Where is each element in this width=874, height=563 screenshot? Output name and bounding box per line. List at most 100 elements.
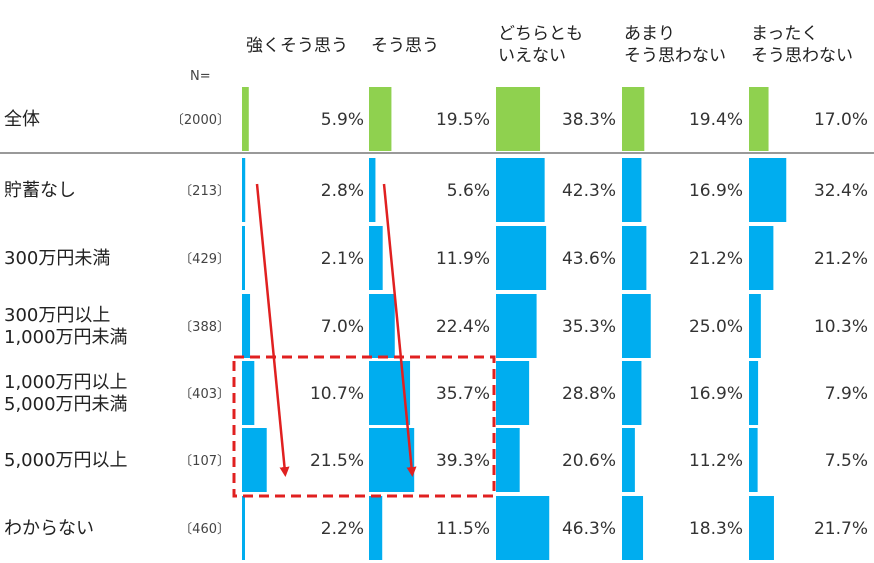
value-label-1-1: 5.6%: [447, 181, 490, 201]
chart-row-2: 300万円未満 〔429〕 2.1% 11.9% 43.6% 21.2% 21.2%: [4, 226, 868, 290]
highlight-box: [232, 355, 496, 498]
row-n-count: 〔213〕: [179, 184, 230, 199]
row-label: 1,000万円以上: [4, 372, 128, 393]
bar-1-3: [622, 158, 642, 222]
row-label: 300万円未満: [4, 248, 110, 269]
chart-row-5: 5,000万円以上 〔107〕 21.5% 39.3% 20.6% 11.2% 7.5%: [4, 428, 868, 492]
value-label-6-2: 46.3%: [562, 519, 616, 539]
row-label: 1,000万円未満: [4, 327, 128, 348]
bar-1-0: [242, 158, 246, 222]
value-label-4-2: 28.8%: [562, 384, 616, 404]
bar-4-0: [242, 361, 255, 425]
bar-1-2: [496, 158, 545, 222]
bar-2-0: [242, 226, 245, 290]
series-header-4: そう思わない: [751, 46, 853, 66]
series-header-3: そう思わない: [624, 46, 726, 66]
chart-row-1: 貯蓄なし 〔213〕 2.8% 5.6% 42.3% 16.9% 32.4%: [4, 158, 868, 222]
bar-2-1: [369, 226, 383, 290]
bar-3-3: [622, 294, 651, 358]
value-label-1-4: 32.4%: [814, 181, 868, 201]
row-label: 貯蓄なし: [4, 180, 76, 201]
chart-rows: 全体 〔2000〕 5.9% 19.5% 38.3% 19.4% 17.0% 貯蓄なし 〔213…: [4, 87, 868, 560]
value-label-6-1: 11.5%: [436, 519, 490, 539]
bar-5-1: [369, 428, 415, 492]
bar-1-1: [369, 158, 376, 222]
value-label-3-1: 22.4%: [436, 317, 490, 337]
row-n-count: 〔403〕: [179, 387, 230, 402]
row-n-count: 〔429〕: [179, 252, 230, 267]
value-label-5-3: 11.2%: [689, 451, 743, 471]
bar-0-3: [622, 87, 645, 151]
bar-4-4: [749, 361, 759, 425]
chart-row-6: わからない 〔460〕 2.2% 11.5% 46.3% 18.3% 21.7%: [4, 496, 868, 560]
row-n-count: 〔2000〕: [171, 113, 230, 128]
bar-5-4: [749, 428, 758, 492]
bar-5-3: [622, 428, 635, 492]
highlight-overlay: [232, 183, 496, 498]
value-label-4-3: 16.9%: [689, 384, 743, 404]
bar-3-0: [242, 294, 251, 358]
row-label: 全体: [4, 109, 40, 130]
value-label-1-3: 16.9%: [689, 181, 743, 201]
value-label-1-0: 2.8%: [321, 181, 364, 201]
series-header-0: 強くそう思う: [246, 36, 348, 56]
value-label-6-3: 18.3%: [689, 519, 743, 539]
value-label-3-3: 25.0%: [689, 317, 743, 337]
row-label: 5,000万円未満: [4, 394, 128, 415]
chart-row-0: 全体 〔2000〕 5.9% 19.5% 38.3% 19.4% 17.0%: [4, 87, 868, 151]
value-label-2-0: 2.1%: [321, 249, 364, 269]
value-label-2-3: 21.2%: [689, 249, 743, 269]
value-label-1-2: 42.3%: [562, 181, 616, 201]
bar-4-3: [622, 361, 642, 425]
bar-5-0: [242, 428, 267, 492]
bar-5-2: [496, 428, 520, 492]
row-label: わからない: [4, 518, 94, 539]
bar-6-3: [622, 496, 644, 560]
value-label-0-4: 17.0%: [814, 110, 868, 130]
bar-0-1: [369, 87, 392, 151]
bar-0-4: [749, 87, 769, 151]
bar-2-4: [749, 226, 774, 290]
series-header-4: まったく: [751, 24, 818, 44]
row-label: 300万円以上: [4, 305, 110, 326]
row-n-count: 〔107〕: [179, 454, 230, 469]
n-label: N=: [190, 69, 211, 84]
value-label-2-1: 11.9%: [436, 249, 490, 269]
value-label-2-2: 43.6%: [562, 249, 616, 269]
bar-3-4: [749, 294, 761, 358]
series-header-2: どちらとも: [498, 24, 583, 44]
value-label-3-4: 10.3%: [814, 317, 868, 337]
value-label-6-0: 2.2%: [321, 519, 364, 539]
bar-4-2: [496, 361, 530, 425]
value-label-5-4: 7.5%: [825, 451, 868, 471]
series-header-3: あまり: [624, 24, 675, 44]
value-label-4-1: 35.7%: [436, 384, 490, 404]
value-label-0-3: 19.4%: [689, 110, 743, 130]
value-label-0-0: 5.9%: [321, 110, 364, 130]
value-label-0-1: 19.5%: [436, 110, 490, 130]
value-label-3-0: 7.0%: [321, 317, 364, 337]
value-label-5-1: 39.3%: [436, 451, 490, 471]
bar-6-0: [242, 496, 245, 560]
series-header-2: いえない: [498, 46, 566, 66]
value-label-4-4: 7.9%: [825, 384, 868, 404]
bar-6-2: [496, 496, 550, 560]
value-label-3-2: 35.3%: [562, 317, 616, 337]
bar-3-2: [496, 294, 537, 358]
bar-3-1: [369, 294, 395, 358]
trend-arrow-0: [255, 183, 290, 477]
series-header-1: そう思う: [371, 36, 439, 56]
bar-0-2: [496, 87, 541, 151]
bar-1-4: [749, 158, 787, 222]
row-n-count: 〔460〕: [179, 522, 230, 537]
bar-6-4: [749, 496, 774, 560]
value-label-5-2: 20.6%: [562, 451, 616, 471]
trend-arrow-1: [382, 183, 417, 477]
value-label-6-4: 21.7%: [814, 519, 868, 539]
value-label-4-0: 10.7%: [310, 384, 364, 404]
value-label-0-2: 38.3%: [562, 110, 616, 130]
